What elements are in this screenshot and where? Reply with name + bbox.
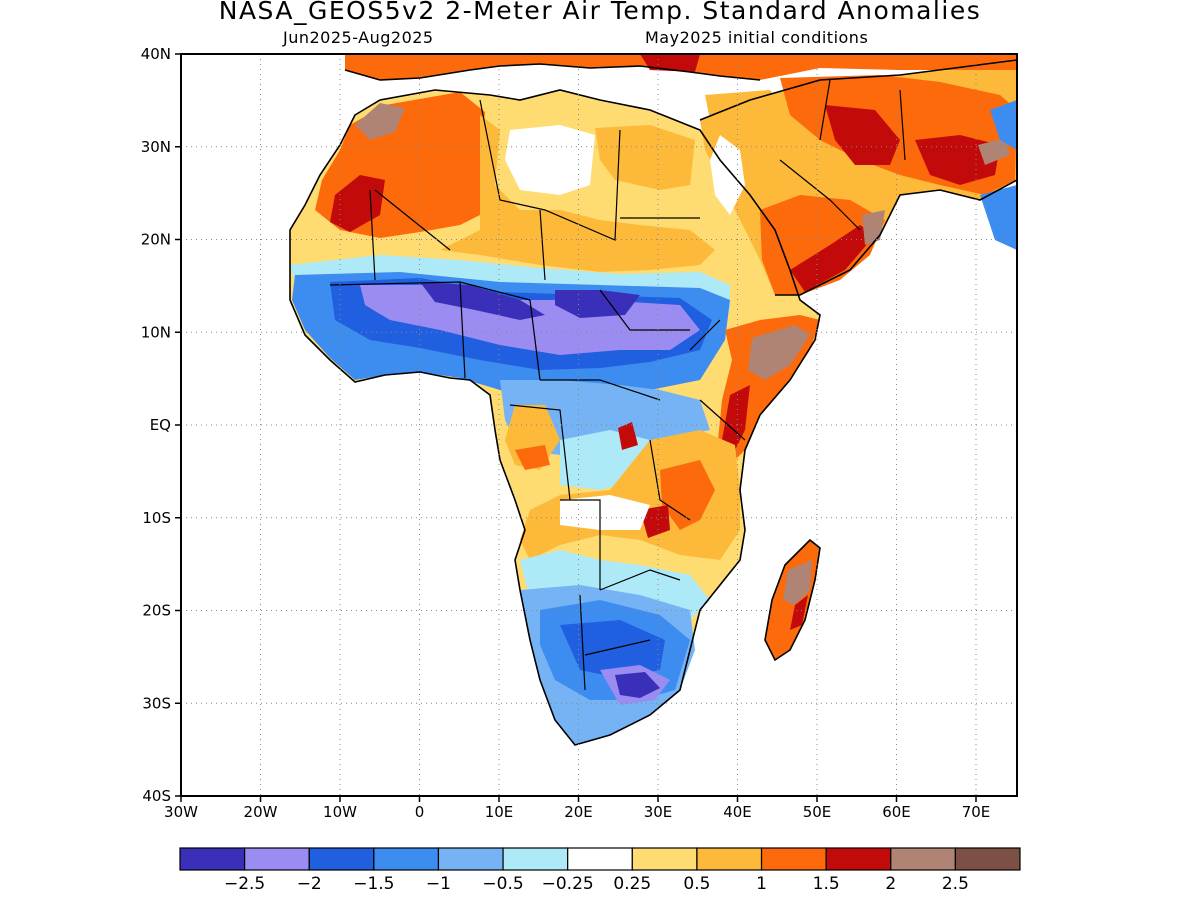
lat-tick-label: 40S [142,787,171,805]
lat-tick-label: EQ [150,416,171,434]
lon-tick-label: 30W [164,803,198,821]
colorbar-label: 2 [885,874,896,894]
colorbar-label: −1 [426,874,451,894]
colorbar-swatch [696,847,763,871]
colorbar-swatch [179,847,246,871]
longitude-axis: 30W 20W 10W 0 10E 20E 30E 40E 50E 60E 70E [164,796,990,821]
colorbar-label: 2.5 [942,874,969,894]
colorbar-swatch [308,847,375,871]
forecast-period: Jun2025-Aug2025 [283,28,434,47]
country-borders [329,79,906,691]
colorbar-label: −2 [297,874,322,894]
lon-tick-label: 70E [962,803,991,821]
map-title: NASA_GEOS5v2 2-Meter Air Temp. Standard … [218,0,982,25]
coastlines [289,59,1017,746]
colorbar-swatch [502,847,569,871]
lon-tick-label: 40E [723,803,752,821]
colorbar-label: 0.25 [613,874,651,894]
colorbar-label: −1.5 [353,874,394,894]
lon-tick-label: 50E [803,803,832,821]
colorbar-swatch [760,847,827,871]
lon-tick-label: 10E [485,803,514,821]
colorbar-label: 1 [756,874,767,894]
lon-tick-label: 20E [564,803,593,821]
colorbar-swatch [437,847,504,871]
colorbar-label: 1.5 [813,874,840,894]
lat-tick-label: 20S [142,602,171,620]
colorbar-label: −2.5 [224,874,265,894]
lat-tick-label: 20N [141,231,171,249]
colorbar: −2.5 −2 −1.5 −1 −0.5 −0.25 0.25 0.5 1 1.5 2 2.5 [179,847,1021,894]
lon-tick-label: 60E [882,803,911,821]
lat-tick-label: 40N [141,45,171,63]
lat-tick-label: 30N [141,138,171,156]
lat-tick-label: 10S [142,509,171,527]
anomaly-field [289,54,1017,746]
colorbar-swatch [567,847,633,871]
colorbar-swatch [373,847,440,871]
colorbar-swatch [825,847,892,871]
lon-tick-label: 10W [323,803,357,821]
colorbar-swatch [890,847,956,871]
colorbar-label: 0.5 [683,874,710,894]
colorbar-swatch [954,847,1021,871]
initial-conditions: May2025 initial conditions [645,28,869,47]
colorbar-label: −0.25 [542,874,594,894]
lon-tick-label: 20W [244,803,278,821]
colorbar-label: −0.5 [482,874,523,894]
colorbar-swatch [631,847,698,871]
latitude-axis: 40N 30N 20N 10N EQ 10S 20S 30S 40S [141,45,181,805]
lon-tick-label: 30E [644,803,673,821]
lon-tick-label: 0 [415,803,425,821]
lat-tick-label: 30S [142,694,171,712]
colorbar-swatch [244,847,310,871]
map-grid [181,54,1017,796]
lat-tick-label: 10N [141,323,171,341]
